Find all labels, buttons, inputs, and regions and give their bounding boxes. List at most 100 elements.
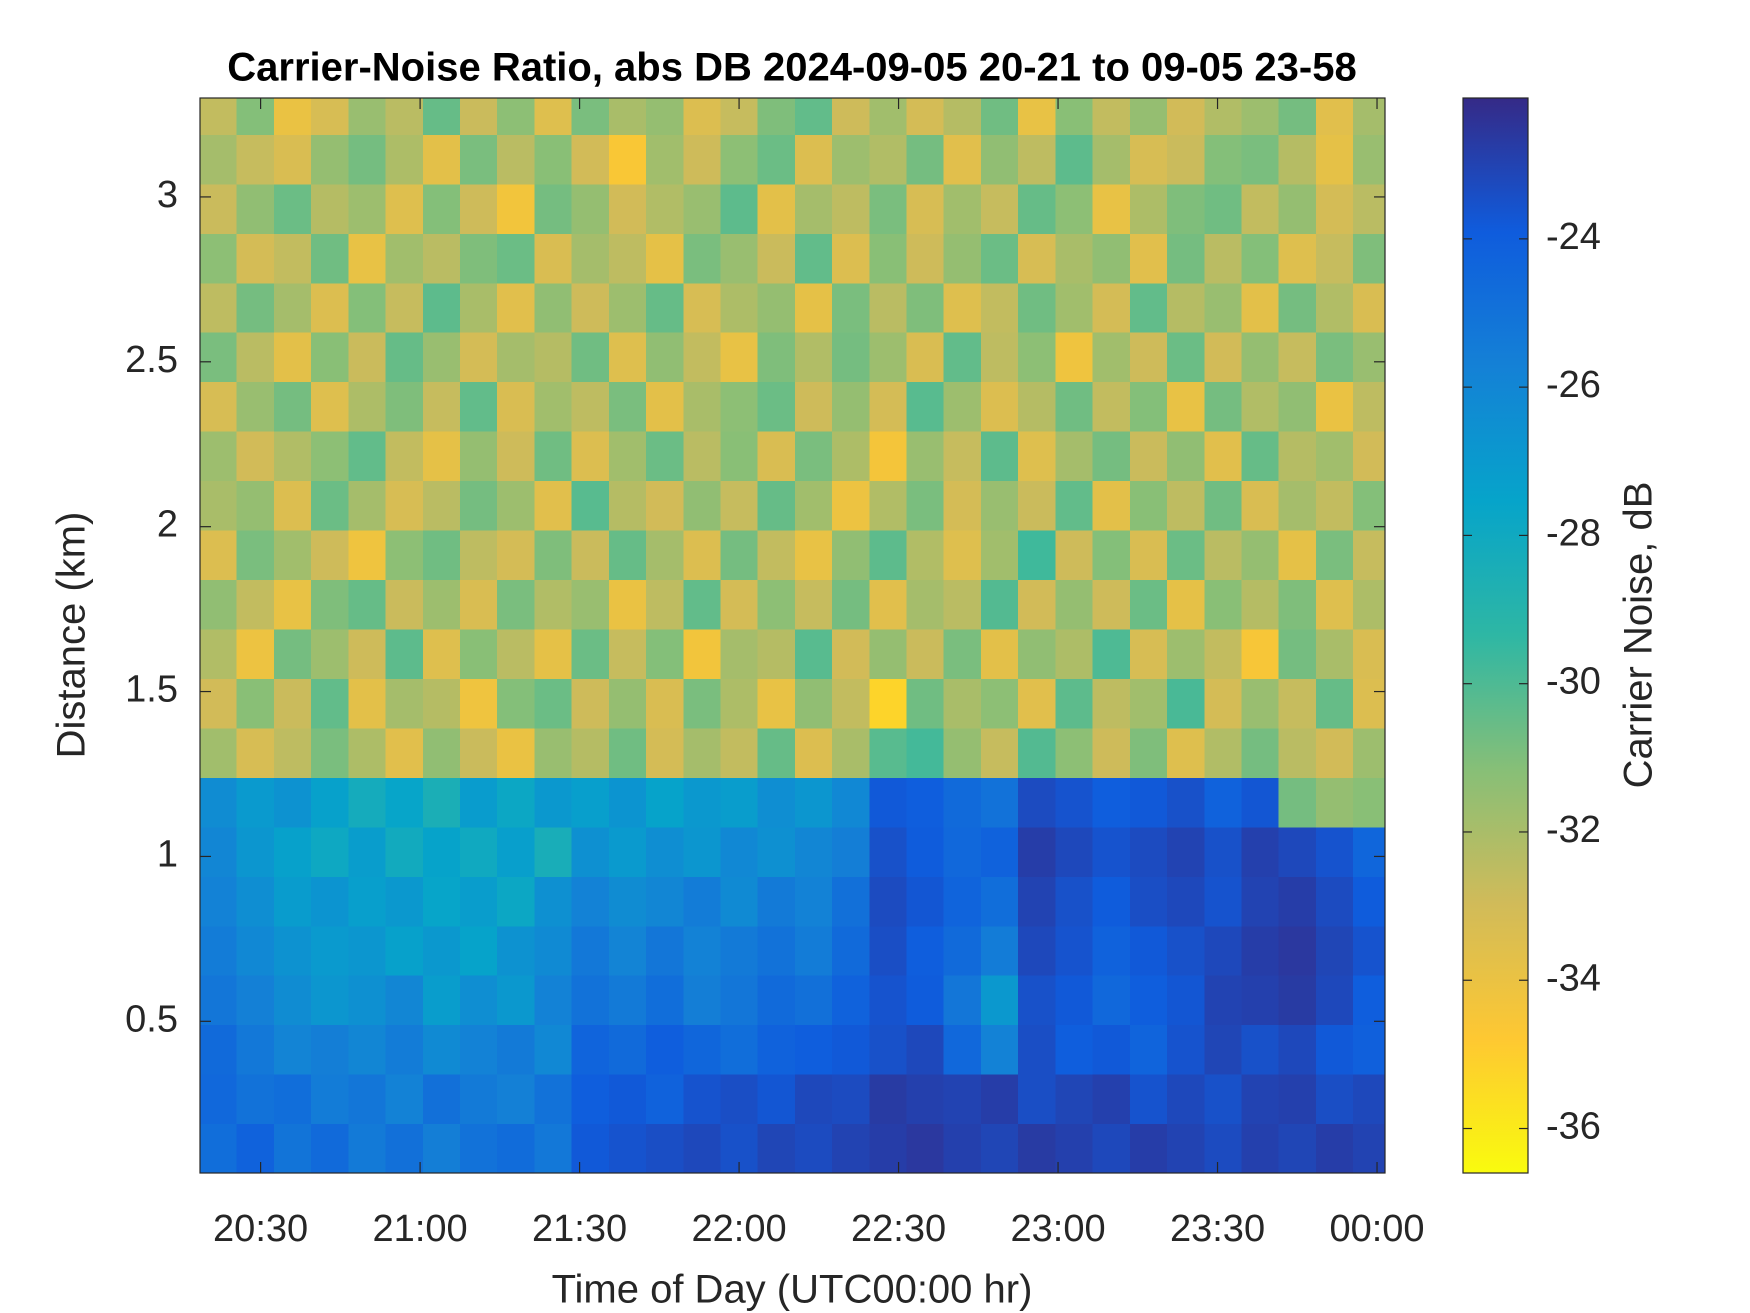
heatmap-cell [646,1024,684,1075]
heatmap-cell [720,529,759,581]
heatmap-cell [981,233,1019,284]
heatmap-cell [1353,233,1385,284]
heatmap-cell [869,332,908,383]
heatmap-cell [757,233,796,284]
heatmap-cell [1278,1024,1317,1075]
heatmap-cell [497,332,536,383]
heatmap-cell [1129,332,1168,383]
heatmap-cell [200,381,238,432]
heatmap-cell [459,1123,498,1173]
heatmap-cell [200,282,238,333]
heatmap-cell [1353,431,1385,482]
colorbar-tick-label: -26 [1546,364,1601,406]
heatmap-cell [348,381,387,432]
heatmap-cell [608,1074,647,1125]
heatmap-cell [1241,678,1280,729]
heatmap-cell [794,1074,833,1125]
heatmap-cell [1204,480,1243,531]
heatmap-cell [571,925,610,976]
heatmap-cell [683,1024,722,1075]
heatmap-cell [832,332,870,383]
heatmap-cell [906,727,945,778]
heatmap-cell [1353,628,1385,679]
heatmap-cell [683,925,722,976]
heatmap-cell [1204,678,1243,729]
heatmap-cell [1241,233,1280,284]
heatmap-cell [1315,826,1354,877]
x-tick-label: 00:00 [1329,1208,1424,1250]
heatmap-cell [1278,431,1317,482]
heatmap-cell [348,975,387,1026]
heatmap-cell [720,678,759,729]
heatmap-cell [1055,975,1094,1026]
heatmap-cell [608,381,647,432]
heatmap-cell [608,233,647,284]
heatmap-cell [981,678,1019,729]
heatmap-cell [1278,826,1317,877]
heatmap-cell [1241,332,1280,383]
heatmap-cell [1055,381,1094,432]
heatmap-cell [1055,332,1094,383]
heatmap-cell [534,727,573,778]
heatmap-cell [348,826,387,877]
heatmap-cell [385,678,424,729]
heatmap-cell [236,975,275,1026]
heatmap-cell [1018,183,1056,234]
heatmap-cell [1278,332,1317,383]
heatmap-cell [683,332,722,383]
heatmap-cell [757,579,796,630]
heatmap-cell [422,183,461,234]
heatmap-cell [757,282,796,333]
heatmap-cell [1092,183,1131,234]
heatmap-cell [608,98,647,135]
heatmap-cell [981,431,1019,482]
heatmap-cell [1092,876,1131,927]
heatmap-cell [683,777,722,828]
heatmap-cell [1018,1074,1056,1125]
heatmap-cell [459,727,498,778]
heatmap-cell [608,1123,647,1173]
heatmap-cell [794,529,833,581]
heatmap-cell [1204,134,1243,185]
heatmap-cell [832,282,870,333]
heatmap-cell [981,381,1019,432]
heatmap-cell [571,282,610,333]
heatmap-cell [646,876,684,927]
heatmap-cell [720,727,759,778]
heatmap-cell [943,98,982,135]
heatmap-cell [869,282,908,333]
heatmap-cell [1092,431,1131,482]
heatmap-cell [1353,876,1385,927]
heatmap-cell [1241,876,1280,927]
heatmap-cell [1241,381,1280,432]
heatmap-cell [459,628,498,679]
heatmap-cell [832,876,870,927]
heatmap-cell [1092,727,1131,778]
heatmap-cell [571,98,610,135]
heatmap-cell [981,529,1019,581]
heatmap-cell [534,1123,573,1173]
heatmap-cell [646,134,684,185]
heatmap-cell [981,628,1019,679]
heatmap-cell [906,332,945,383]
x-tick-label: 22:00 [692,1208,787,1250]
heatmap-cell [1055,777,1094,828]
heatmap-cell [1315,975,1354,1026]
heatmap-cell [348,98,387,135]
heatmap-cell [1278,480,1317,531]
heatmap-cell [1166,876,1205,927]
heatmap-cell [459,134,498,185]
heatmap-cell [1166,381,1205,432]
heatmap-cell [981,826,1019,877]
heatmap-cell [1204,1024,1243,1075]
heatmap-cell [794,826,833,877]
heatmap-cell [422,1123,461,1173]
heatmap-cell [646,98,684,135]
heatmap-cell [1204,332,1243,383]
heatmap-cell [869,1123,908,1173]
heatmap-cell [794,134,833,185]
heatmap-cell [757,134,796,185]
heatmap-cell [1129,98,1168,135]
heatmap-cell [832,777,870,828]
heatmap-cell [646,628,684,679]
